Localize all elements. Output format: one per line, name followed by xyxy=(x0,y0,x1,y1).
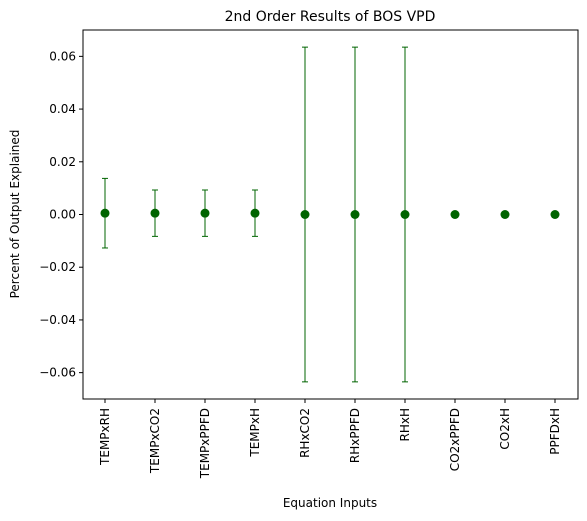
data-point xyxy=(450,210,460,219)
chart-title: 2nd Order Results of BOS VPD xyxy=(225,9,436,25)
y-axis: −0.06 −0.04 −0.02 0.00 0.02 0.04 0.06 xyxy=(39,49,83,380)
data-point xyxy=(500,210,510,219)
x-tick-label: TEMPxPPFD xyxy=(198,408,212,479)
data-point xyxy=(100,208,110,218)
y-tick-label: −0.06 xyxy=(39,366,76,380)
x-tick-label: PPFDxH xyxy=(548,408,562,455)
x-tick-label: CO2xPPFD xyxy=(448,408,462,471)
y-tick-label: 0.06 xyxy=(49,49,76,63)
plot-frame xyxy=(82,29,579,400)
y-tick-label: −0.04 xyxy=(39,313,76,327)
chart-marks xyxy=(100,46,560,383)
y-axis-label: Percent of Output Explained xyxy=(8,130,22,299)
y-tick-label: −0.02 xyxy=(39,260,76,274)
data-point xyxy=(250,208,260,218)
x-tick-label: RHxH xyxy=(398,408,412,442)
x-tick-label: TEMPxCO2 xyxy=(148,408,162,474)
x-tick-label: TEMPxRH xyxy=(98,408,112,466)
y-tick-label: 0.02 xyxy=(49,155,76,169)
y-tick-label: 0.00 xyxy=(49,208,76,222)
data-point xyxy=(200,208,210,218)
data-point xyxy=(550,210,560,219)
x-tick-label: RHxPPFD xyxy=(348,408,362,463)
x-axis: TEMPxRH TEMPxCO2 TEMPxPPFD TEMPxH RHxCO2 RHxP… xyxy=(98,399,562,479)
x-tick-label: CO2xH xyxy=(498,408,512,450)
y-tick-label: 0.04 xyxy=(49,102,76,116)
x-tick-label: RHxCO2 xyxy=(298,408,312,458)
x-axis-label: Equation Inputs xyxy=(283,496,377,510)
data-point xyxy=(400,210,410,219)
data-point xyxy=(350,210,360,219)
data-point xyxy=(150,208,160,218)
x-tick-label: TEMPxH xyxy=(248,408,262,458)
data-point xyxy=(300,210,310,219)
